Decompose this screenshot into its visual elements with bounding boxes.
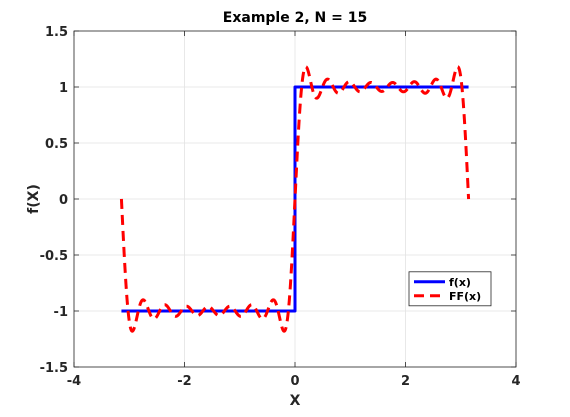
legend-label: FF(x) xyxy=(449,290,481,303)
ticks: -4 -2 0 2 4 -1.5 -1 -0.5 0 0.5 1 1.5 xyxy=(40,25,521,389)
legend-label: f(x) xyxy=(449,276,471,289)
legend-box xyxy=(408,271,492,307)
x-tick-label: -2 xyxy=(177,374,191,389)
y-tick-label: 0.5 xyxy=(45,137,68,152)
series-line-f-x xyxy=(121,85,469,313)
y-tick-label: -1 xyxy=(54,305,68,320)
y-tick-label: 1 xyxy=(59,81,68,96)
y-axis-label: f(X) xyxy=(26,184,42,214)
x-tick-label: 4 xyxy=(511,374,520,389)
legend: f(x)FF(x) xyxy=(408,271,492,307)
y-tick-label: 1.5 xyxy=(45,25,68,40)
series-layer xyxy=(119,65,471,333)
x-axis-label: X xyxy=(290,393,301,409)
x-tick-label: -4 xyxy=(67,374,81,389)
series-line-ff-x xyxy=(119,65,471,333)
y-tick-label: -0.5 xyxy=(40,249,68,264)
chart-title: Example 2, N = 15 xyxy=(223,10,367,26)
y-tick-label: -1.5 xyxy=(40,361,68,376)
y-tick-label: 0 xyxy=(59,193,68,208)
x-tick-label: 0 xyxy=(290,374,299,389)
x-tick-label: 2 xyxy=(401,374,410,389)
